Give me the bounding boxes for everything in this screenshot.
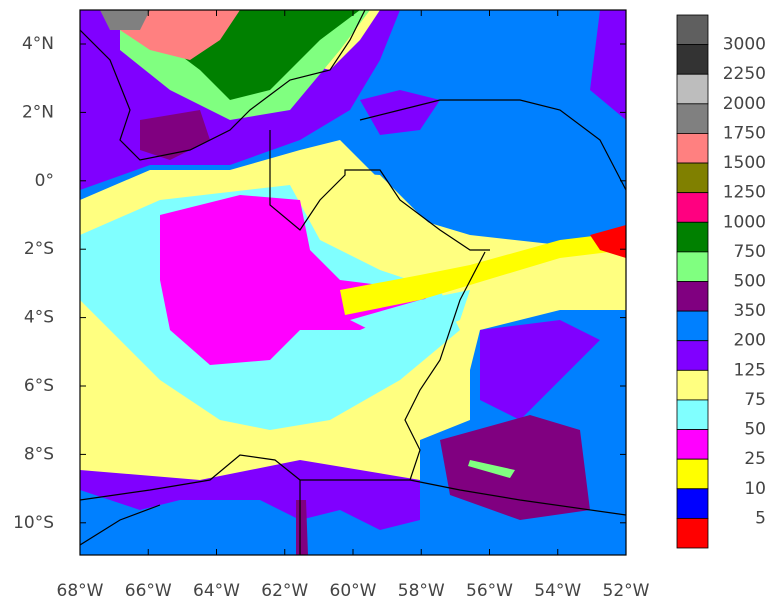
x-tick-label: 62°W (261, 581, 308, 601)
colorbar-box (676, 192, 709, 223)
colorbar-label: 1250 (723, 183, 766, 203)
colorbar-label: 350 (734, 301, 766, 321)
x-tick-label: 56°W (466, 581, 513, 601)
contour-region (468, 460, 515, 478)
contour-region (140, 110, 210, 160)
colorbar-box (676, 517, 709, 549)
colorbar-box (676, 44, 709, 75)
colorbar-label: 1000 (723, 212, 766, 232)
colorbar-label: 125 (734, 360, 766, 380)
colorbar-label: 1500 (723, 153, 766, 173)
colorbar-label: 2000 (723, 94, 766, 114)
colorbar-label: 500 (734, 272, 766, 292)
contour-region (296, 500, 308, 555)
contour-region (360, 90, 440, 135)
contour-region (590, 10, 626, 120)
y-tick-label: 2°S (24, 239, 54, 259)
y-tick-label: 8°S (24, 444, 54, 464)
colorbar-box (676, 399, 709, 430)
colorbar-box (676, 458, 709, 490)
contour-region (300, 170, 460, 270)
x-tick-label: 68°W (57, 581, 104, 601)
colorbar-label: 25 (744, 449, 766, 469)
colorbar-label: 75 (744, 390, 766, 410)
colorbar-box (676, 310, 709, 342)
colorbar-label: 10 (744, 479, 766, 499)
colorbar-label: 5 (755, 508, 766, 528)
colorbar-box (676, 340, 709, 371)
contour-region (340, 232, 626, 315)
map-field (80, 10, 626, 555)
contour-region (590, 225, 626, 258)
colorbar-label: 2250 (723, 64, 766, 84)
colorbar-label: 750 (734, 242, 766, 262)
contour-region (80, 490, 420, 555)
colorbar-box (676, 369, 709, 401)
colorbar-box (676, 221, 709, 253)
x-tick-label: 52°W (603, 581, 650, 601)
x-tick-label: 66°W (125, 581, 172, 601)
y-tick-label: 4°N (22, 34, 54, 54)
y-tick-label: 6°S (24, 376, 54, 396)
x-tick-label: 58°W (398, 581, 445, 601)
colorbar-box (676, 429, 709, 460)
colorbar-label: 50 (744, 420, 766, 440)
colorbar-box (676, 103, 709, 134)
x-tick-label: 60°W (330, 581, 377, 601)
colorbar-box (676, 14, 709, 46)
y-tick-label: 0° (35, 171, 54, 191)
contour-region (440, 415, 590, 520)
x-tick-label: 64°W (193, 581, 240, 601)
colorbar-box (676, 251, 709, 282)
colorbar-box (676, 488, 709, 519)
colorbar-box (676, 162, 709, 194)
colorbar-box (676, 73, 709, 105)
x-tick-label: 54°W (534, 581, 581, 601)
contour-region (480, 320, 600, 420)
colorbar-label: 3000 (723, 35, 766, 55)
contour-region (100, 10, 150, 30)
y-tick-label: 10°S (13, 513, 54, 533)
y-tick-label: 4°S (24, 308, 54, 328)
colorbar-box (676, 133, 709, 164)
y-tick-label: 2°N (22, 102, 54, 122)
colorbar-box (676, 281, 709, 312)
contour-region (350, 290, 470, 345)
colorbar-label: 1750 (723, 123, 766, 143)
colorbar-label: 200 (734, 331, 766, 351)
